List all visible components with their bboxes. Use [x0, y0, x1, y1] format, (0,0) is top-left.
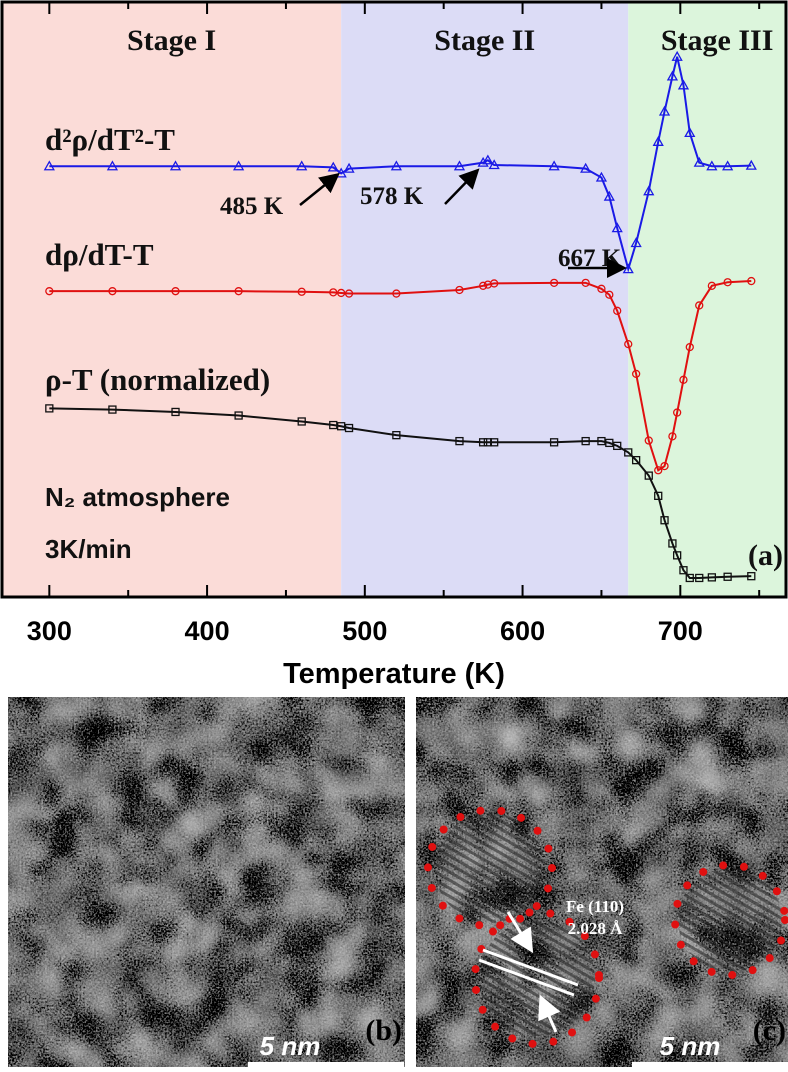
x-tick-label: 600 [500, 616, 545, 646]
stage-label: Stage II [434, 24, 535, 57]
panel-label: (b) [365, 1014, 402, 1047]
scale-bar [248, 1062, 404, 1067]
series-label: ρ-T (normalized) [45, 362, 270, 397]
tem-image-b: 5 nm (b) [8, 697, 405, 1067]
annotation: N₂ atmosphere [45, 482, 230, 512]
scale-bar-label: 5 nm [660, 1031, 721, 1061]
x-tick-label: 700 [658, 616, 703, 646]
panel-label: (c) [753, 1014, 786, 1047]
annotation: 2.028 Å [568, 919, 624, 938]
annotation: (a) [748, 539, 783, 572]
x-tick-label: 500 [342, 616, 387, 646]
stage-region [628, 2, 786, 597]
stage-label: Stage I [127, 24, 216, 57]
annotation: 3K/min [45, 534, 132, 564]
annotation: 485 K [220, 193, 284, 220]
x-tick-label: 400 [185, 616, 230, 646]
annotation: 578 K [360, 183, 424, 210]
scale-bar [632, 1062, 788, 1067]
tem-texture [8, 697, 405, 1067]
chart-panel: Stage IStage IIStage III300400500600700T… [2, 2, 786, 690]
stage-region [341, 2, 628, 597]
series-label: d²ρ/dT²-T [45, 122, 175, 157]
series-label: dρ/dT-T [45, 237, 154, 272]
x-tick-label: 300 [27, 616, 72, 646]
lattice-fringes [435, 813, 545, 923]
scale-bar-label: 5 nm [260, 1031, 321, 1061]
figure: Stage IStage IIStage III300400500600700T… [0, 0, 788, 1067]
x-axis-label: Temperature (K) [283, 658, 505, 690]
tem-image-c: Fe (110) 2.028 Å 5 nm (c) [416, 697, 788, 1067]
annotation: Fe (110) [566, 897, 624, 916]
